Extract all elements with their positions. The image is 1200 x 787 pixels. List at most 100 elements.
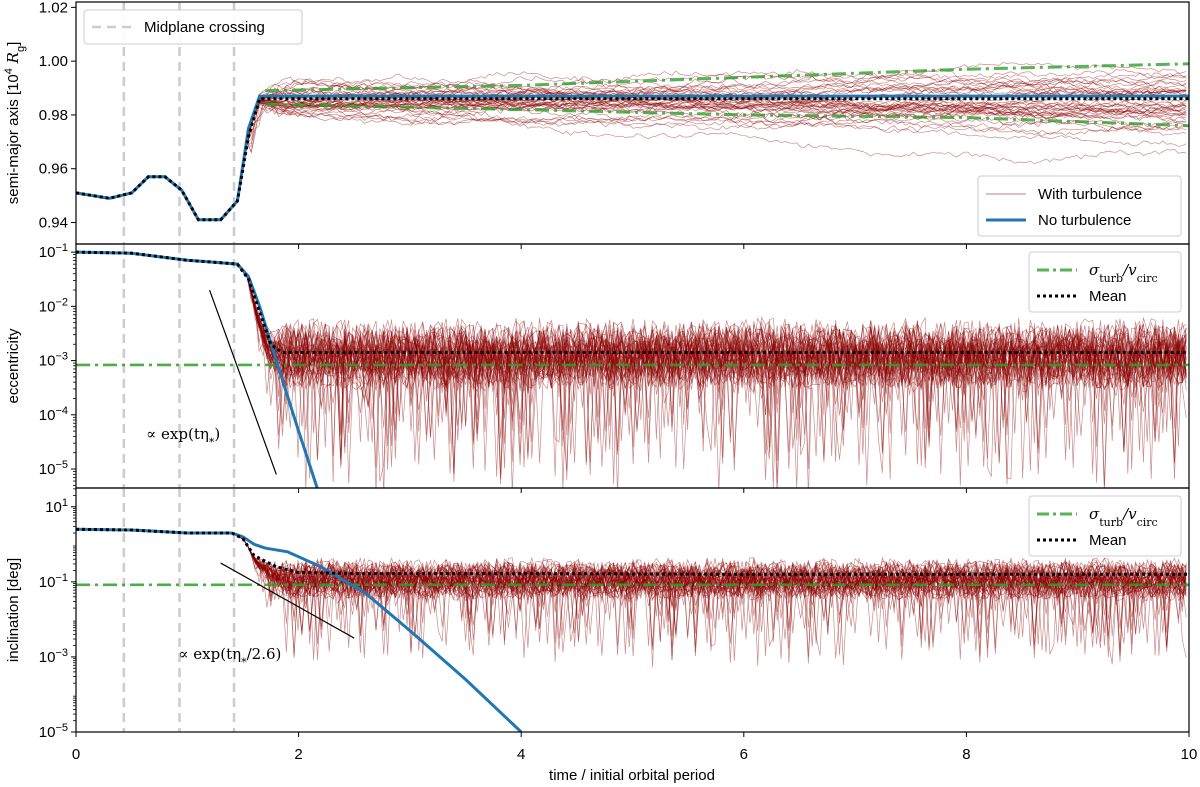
x-tick-label: 4 (517, 746, 525, 763)
turbulence-line (76, 251, 1187, 488)
turbulence-line (76, 251, 1187, 444)
turbulence-line (76, 251, 1187, 465)
turbulence-line (76, 251, 1187, 464)
legend-label-turbulence: With turbulence (1038, 186, 1142, 203)
turbulence-line (76, 251, 1187, 480)
turbulence-line (76, 251, 1187, 488)
y-tick-label: 0.98 (39, 107, 68, 124)
y-tick-label: 10−3 (39, 647, 68, 666)
turbulence-line (76, 251, 1187, 484)
turbulence-line (76, 528, 1187, 661)
turbulence-line (76, 251, 1187, 488)
turbulence-line (76, 528, 1187, 660)
turbulence-line (76, 528, 1187, 658)
turbulence-line (76, 528, 1187, 656)
y-tick-label: 10−3 (39, 351, 68, 370)
slope-annotation-inclination: ∝ exp(tη*/2.6) (178, 645, 281, 669)
turbulence-ensemble-eccentricity (76, 251, 1187, 488)
x-tick-label: 0 (72, 746, 80, 763)
plot-area-inclination (76, 488, 1189, 732)
turbulence-line (76, 528, 1187, 647)
turbulence-line (76, 97, 1187, 221)
turbulence-line (76, 73, 1187, 221)
y-tick-label: 10−5 (39, 722, 68, 741)
turbulence-line (76, 102, 1187, 221)
slope-annotation-eccentricity: ∝ exp(tη*) (146, 425, 220, 449)
turbulence-line (76, 528, 1187, 651)
x-tick-label: 2 (294, 746, 302, 763)
turbulence-line (76, 251, 1187, 459)
legend-semi_major_axis: With turbulence No turbulence (977, 175, 1182, 237)
x-tick-label: 6 (740, 746, 748, 763)
turbulence-line (76, 77, 1187, 221)
y-tick-label: 0.96 (39, 161, 68, 178)
panel-eccentricity: ∝ exp(tη*) 10−5 10−4 10−3 10−2 10−1 eccentrici… (5, 242, 1190, 493)
turbulence-line (76, 528, 1187, 661)
turbulence-line (76, 528, 1187, 635)
x-tick-label: 8 (962, 746, 970, 763)
turbulence-line (76, 528, 1187, 658)
turbulence-line (76, 528, 1187, 628)
plot-area-eccentricity (76, 244, 1189, 488)
turbulence-line (76, 91, 1187, 221)
turbulence-line (76, 251, 1187, 488)
turbulence-line (76, 528, 1187, 656)
turbulence-line (76, 251, 1187, 486)
turbulence-line (76, 251, 1187, 485)
turbulence-line (76, 528, 1187, 658)
turbulence-line (76, 101, 1187, 221)
turbulence-line (76, 528, 1187, 655)
turbulence-line (76, 528, 1187, 665)
turbulence-line (76, 99, 1187, 221)
turbulence-line (76, 251, 1187, 485)
turbulence-line (76, 251, 1187, 460)
turbulence-line (76, 251, 1187, 451)
turbulence-line (76, 251, 1187, 488)
turbulence-line (76, 528, 1187, 653)
turbulence-line (76, 251, 1187, 482)
turbulence-line (76, 79, 1187, 221)
y-axis-label-eccentricity: eccentricity (5, 328, 22, 404)
turbulence-line (76, 102, 1187, 221)
legend-label-no_turbulence: No turbulence (1038, 212, 1131, 229)
x-axis: time / initial orbital period 0 2 4 6 8 10 (72, 746, 1198, 784)
turbulence-line (76, 528, 1187, 659)
legend-label-crossing: Midplane crossing (144, 19, 265, 36)
turbulence-line (76, 528, 1187, 660)
turbulence-line (76, 528, 1187, 629)
turbulence-line (76, 528, 1187, 646)
turbulence-line (76, 528, 1187, 648)
turbulence-line (76, 251, 1187, 453)
turbulence-line (76, 528, 1187, 650)
turbulence-line (76, 102, 1187, 221)
turbulence-line (76, 251, 1187, 488)
turbulence-line (76, 528, 1187, 646)
legend-label-mean: Mean (1089, 288, 1127, 305)
slope-guide-line-eccentricity (208, 289, 277, 475)
sigma-lower-line (265, 102, 1189, 128)
turbulence-line (76, 528, 1187, 647)
turbulence-line (76, 251, 1187, 480)
y-axis-label-inclination: inclination [deg] (5, 558, 22, 662)
turbulence-line (76, 90, 1187, 221)
axes-frame-inclination (75, 487, 1190, 733)
turbulence-line (76, 99, 1187, 221)
x-axis-label: time / initial orbital period (549, 767, 715, 784)
turbulence-line (76, 80, 1187, 221)
turbulence-line (76, 251, 1187, 460)
turbulence-line (76, 95, 1187, 221)
no-turbulence-line-inclination (76, 527, 523, 732)
sigma-upper-line (265, 62, 1189, 93)
turbulence-line (76, 251, 1187, 474)
panels-layer: 0.94 0.96 0.98 1.00 1.02 semi-major axis [104… (3, 0, 1190, 741)
turbulence-line (76, 82, 1187, 221)
turbulence-line (76, 528, 1187, 663)
turbulence-line (76, 73, 1187, 221)
plot-area-semi_major_axis (76, 2, 1189, 244)
turbulence-line (76, 251, 1187, 474)
turbulence-line (76, 69, 1187, 221)
slope-guide-line-inclination (220, 562, 355, 639)
turbulence-line (76, 528, 1187, 659)
legend-midplane-crossing: Midplane crossing (83, 9, 303, 45)
turbulence-line (76, 251, 1187, 469)
